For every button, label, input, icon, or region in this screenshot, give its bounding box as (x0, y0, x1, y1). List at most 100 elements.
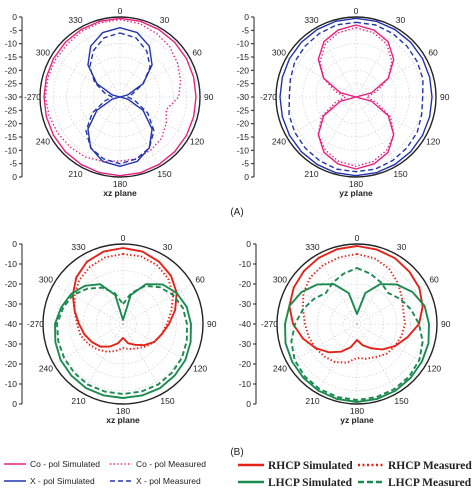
angle-label: 60 (428, 48, 438, 58)
grid-spoke (356, 323, 398, 394)
panel-label-b: (B) (230, 447, 243, 458)
polar-plot-3: 0 -10 -20 -30 -40 -30 -20 -10 0 0 30 60 90 120 150 180 2… (5, 233, 217, 425)
polar-frame (275, 16, 437, 178)
angle-label: 330 (68, 15, 82, 25)
radial-tick-label: -10 (5, 379, 18, 389)
angle-label: 90 (204, 92, 214, 102)
angle-label: 30 (160, 15, 170, 25)
legend-label: X - pol Measured (136, 476, 201, 486)
grid-ring (329, 70, 383, 124)
radial-tick-label: -5 (9, 25, 17, 35)
radial-tick-label: -10 (5, 39, 18, 49)
polar-plots: 0 -5 -10 -15 -20 -25 -30 -25 -20 -15 -10 -5 0 0 30 60 90… (5, 6, 451, 425)
angle-label: 60 (192, 48, 202, 58)
radial-tick-label: 0 (246, 239, 251, 249)
series-line-2 (317, 26, 395, 168)
angle-label: 150 (160, 396, 174, 406)
radial-tick-label: 0 (246, 399, 251, 409)
grid-spoke (316, 323, 358, 394)
plane-label: xz plane (103, 188, 137, 198)
angle-label: 300 (36, 48, 50, 58)
grid-ring (330, 297, 384, 351)
radial-tick-label: -40 (239, 319, 252, 329)
grid-spoke (356, 254, 398, 325)
radial-tick-label: -30 (5, 92, 18, 102)
legend-label: RHCP Simulated (268, 460, 353, 472)
radial-tick-label: -25 (5, 79, 18, 89)
angle-label: 120 (193, 364, 207, 374)
grid-spoke (315, 27, 357, 98)
grid-ring (109, 310, 137, 338)
panel-label-a: (A) (230, 207, 243, 218)
angle-label: 60 (429, 275, 439, 285)
angle-label: 300 (273, 275, 287, 285)
radial-tick-label: 0 (12, 239, 17, 249)
radial-tick-label: -25 (237, 79, 250, 89)
series-line-2 (44, 18, 182, 163)
radial-tick-label: -15 (237, 132, 250, 142)
grid-spoke (119, 96, 190, 138)
grid-spoke (355, 96, 426, 138)
angle-label: 330 (71, 242, 85, 252)
angle-label: 0 (355, 233, 360, 243)
polar-plot-1: 0 -5 -10 -15 -20 -25 -30 -25 -20 -15 -10 -5 0 0 30 60 90… (5, 6, 214, 198)
legend-label: Co - pol Measured (136, 459, 206, 469)
radial-tick-label: -5 (9, 159, 17, 169)
legend-label: X - pol Simulated (30, 476, 95, 486)
grid-spoke (355, 96, 397, 167)
radial-tick-label: -30 (237, 92, 250, 102)
series-line-2 (73, 253, 175, 353)
angle-label: -270 (27, 319, 44, 329)
angle-label: 150 (393, 169, 407, 179)
legend-label: LHCP Measured (388, 477, 472, 489)
grid-spoke (122, 323, 193, 365)
grid-spoke (82, 254, 124, 325)
radial-tick-label: -25 (5, 105, 18, 115)
radial-tick-label: -30 (5, 299, 18, 309)
grid-spoke (119, 56, 190, 98)
angle-label: 300 (272, 48, 286, 58)
grid-ring (96, 297, 150, 351)
angle-label: 180 (350, 406, 364, 416)
angle-label: 90 (441, 319, 451, 329)
angle-label: 240 (39, 364, 53, 374)
angle-label: 180 (113, 179, 127, 189)
series-line-4 (290, 267, 424, 401)
series-line-1 (43, 17, 197, 177)
grid-spoke (122, 254, 164, 325)
grid-spoke (50, 96, 121, 138)
radial-tick-label: -25 (237, 105, 250, 115)
angle-label: 60 (195, 275, 205, 285)
angle-label: 30 (396, 15, 406, 25)
angle-label: -270 (260, 92, 277, 102)
radial-tick-label: 0 (244, 12, 249, 22)
series-line-3 (279, 17, 433, 177)
angle-label: 210 (305, 396, 319, 406)
radial-tick-label: -20 (239, 279, 252, 289)
angle-label: 30 (397, 242, 407, 252)
angle-label: 90 (207, 319, 217, 329)
radial-tick-label: 0 (12, 172, 17, 182)
grid-spoke (316, 254, 358, 325)
angle-label: 120 (190, 137, 204, 147)
grid-spoke (79, 27, 121, 98)
grid-spoke (356, 323, 427, 365)
grid-spoke (287, 323, 358, 365)
polar-plot-2: 0 -5 -10 -15 -20 -25 -30 -25 -20 -15 -10 -5 0 0 30 60 90… (237, 6, 450, 198)
legend-label: LHCP Simulated (268, 477, 353, 489)
grid-spoke (287, 283, 358, 325)
radial-tick-label: -5 (241, 159, 249, 169)
grid-spoke (50, 56, 121, 98)
grid-spoke (119, 27, 161, 98)
angle-label: 90 (440, 92, 450, 102)
angle-label: 240 (273, 364, 287, 374)
polar-plot-4: 0 -10 -20 -30 -40 -30 -20 -10 0 0 30 60 90 120 150 180 2… (239, 233, 451, 425)
grid-spoke (356, 283, 427, 325)
radial-tick-label: -30 (239, 299, 252, 309)
radial-tick-label: -20 (5, 359, 18, 369)
grid-spoke (355, 56, 426, 98)
radial-tick-label: -10 (5, 145, 18, 155)
angle-label: 120 (426, 137, 440, 147)
angle-label: 0 (354, 6, 359, 16)
